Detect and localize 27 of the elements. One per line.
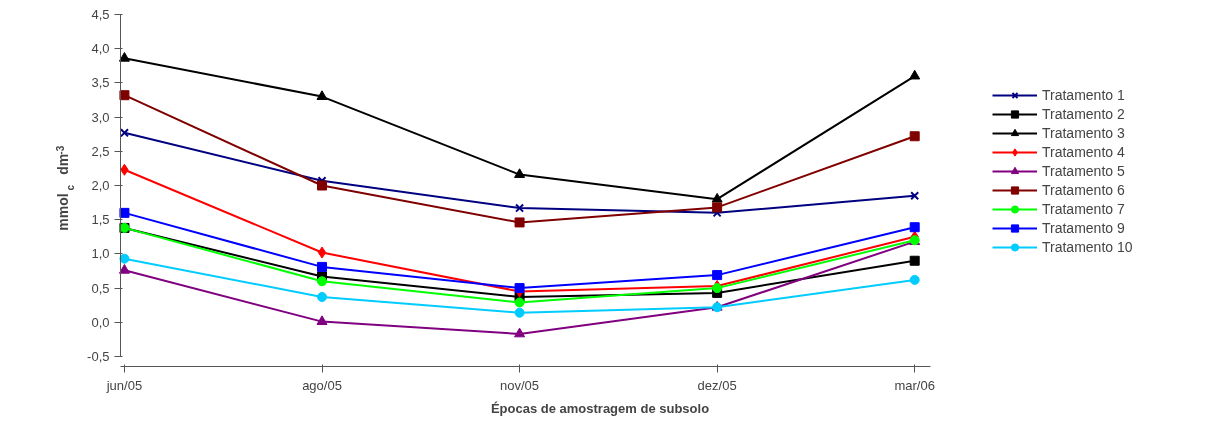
- y-tick-label: -0,5: [87, 349, 110, 364]
- legend-label: Tratamento 3: [1042, 124, 1125, 142]
- y-tick-label: 0,5: [91, 280, 110, 296]
- y-axis-title: mmolc dm-3: [54, 145, 76, 231]
- legend-label: Tratamento 10: [1042, 238, 1133, 256]
- legend-label: Tratamento 2: [1042, 105, 1125, 123]
- legend-label: Tratamento 1: [1042, 86, 1125, 104]
- legend-label: Tratamento 5: [1042, 162, 1125, 180]
- legend-label: Tratamento 9: [1042, 219, 1125, 237]
- x-tick-label: nov/05: [500, 377, 540, 393]
- legend-label: Tratamento 7: [1042, 200, 1125, 218]
- y-tick-label: 3,0: [91, 109, 110, 125]
- y-tick-label: 1,0: [91, 246, 110, 262]
- y-tick-label: 4,0: [91, 41, 110, 57]
- x-tick-label: jun/05: [105, 377, 143, 393]
- y-tick-label: 4,5: [91, 7, 110, 22]
- legend-label: Tratamento 4: [1042, 143, 1125, 161]
- y-tick-label: 0,0: [91, 314, 110, 330]
- y-tick-label: 3,5: [91, 75, 110, 91]
- x-axis-title: Épocas de amostragem de subsolo: [490, 400, 710, 416]
- y-tick-label: 2,5: [91, 143, 110, 159]
- y-tick-label: 2,0: [91, 178, 110, 193]
- y-tick-label: 1,5: [91, 212, 110, 228]
- x-tick-label: ago/05: [302, 377, 342, 393]
- x-tick-label: dez/05: [697, 377, 737, 393]
- legend-label: Tratamento 6: [1042, 181, 1125, 199]
- x-tick-label: mar/06: [894, 377, 935, 393]
